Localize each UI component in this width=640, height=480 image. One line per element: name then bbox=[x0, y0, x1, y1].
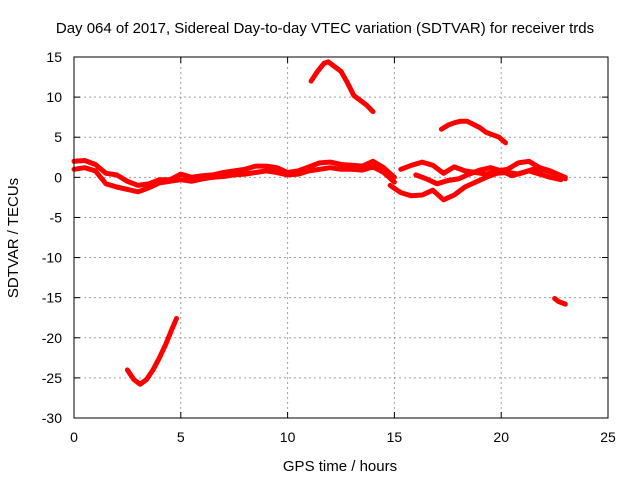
y-tick-label--25: -25 bbox=[42, 370, 62, 386]
y-tick-label--10: -10 bbox=[42, 250, 62, 266]
series-segment-trough-3 bbox=[124, 316, 179, 387]
series-segment-main-lower bbox=[71, 164, 397, 195]
plot-frame bbox=[73, 56, 609, 419]
series-segment-peak-12 bbox=[308, 59, 376, 115]
series-segment-main-upper bbox=[71, 158, 397, 188]
x-tick-label-15: 15 bbox=[387, 429, 403, 445]
y-tick-label-10: 10 bbox=[46, 89, 62, 105]
y-axis-label: SDTVAR / TECUs bbox=[5, 178, 22, 298]
y-tick-label--5: -5 bbox=[50, 209, 63, 225]
x-tick-label-5: 5 bbox=[177, 429, 185, 445]
series-segment-short-22 bbox=[552, 296, 568, 307]
x-tick-label-0: 0 bbox=[70, 429, 78, 445]
x-axis-label: GPS time / hours bbox=[283, 458, 397, 475]
x-tick-label-10: 10 bbox=[280, 429, 296, 445]
y-tick-label--20: -20 bbox=[42, 330, 62, 346]
x-tick-label-25: 25 bbox=[600, 429, 616, 445]
series-segment-15-23-c bbox=[413, 165, 568, 187]
tick-marks bbox=[73, 56, 609, 419]
series-segment-peak-18 bbox=[438, 118, 508, 146]
chart-title: Day 064 of 2017, Sidereal Day-to-day VTE… bbox=[56, 20, 594, 37]
y-tick-label-0: 0 bbox=[54, 169, 62, 185]
series-layer bbox=[71, 59, 568, 387]
y-tick-label--15: -15 bbox=[42, 290, 62, 306]
grid-lines bbox=[74, 57, 608, 418]
x-tick-label-20: 20 bbox=[493, 429, 509, 445]
y-tick-label-15: 15 bbox=[46, 49, 62, 65]
y-tick-label-5: 5 bbox=[54, 129, 62, 145]
y-tick-label--30: -30 bbox=[42, 410, 62, 426]
